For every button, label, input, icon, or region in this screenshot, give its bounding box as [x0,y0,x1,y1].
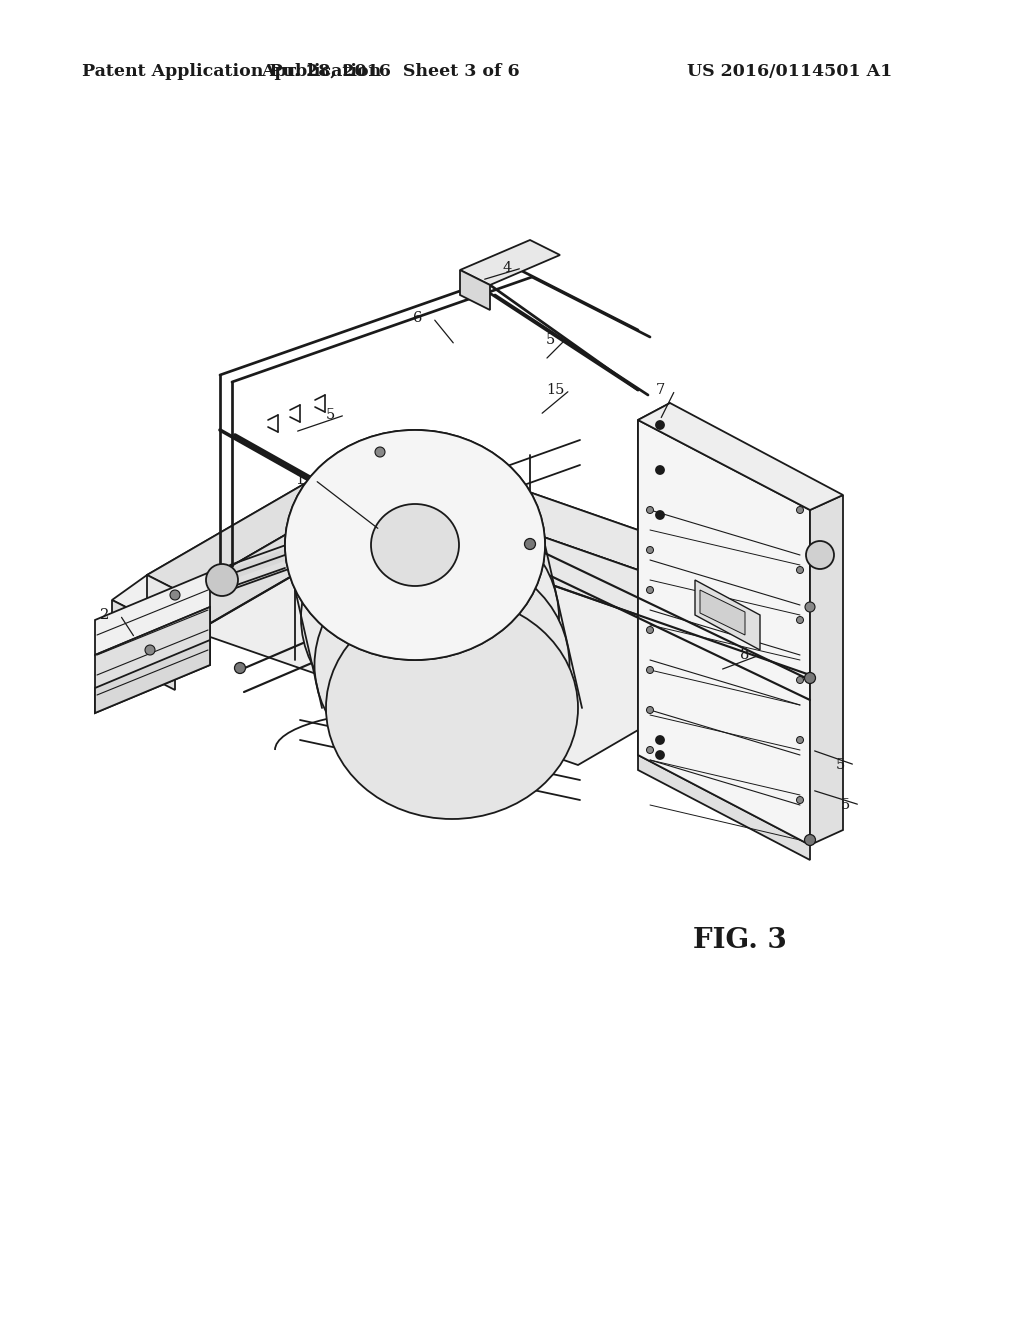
Polygon shape [638,403,843,510]
Text: 2: 2 [100,609,110,622]
Polygon shape [810,495,843,845]
Circle shape [806,541,834,569]
Polygon shape [638,420,810,531]
Polygon shape [95,572,210,655]
Polygon shape [147,440,810,725]
Ellipse shape [301,504,559,733]
Circle shape [375,447,385,457]
Ellipse shape [285,430,545,660]
Text: 8: 8 [740,648,750,663]
Circle shape [170,590,180,601]
Circle shape [206,564,238,597]
Text: Apr. 28, 2016  Sheet 3 of 6: Apr. 28, 2016 Sheet 3 of 6 [261,63,519,81]
Ellipse shape [326,597,578,818]
Polygon shape [638,420,810,845]
Text: 1: 1 [296,473,304,487]
Circle shape [805,602,815,612]
Circle shape [797,676,804,684]
Circle shape [797,507,804,513]
Circle shape [805,834,815,846]
Polygon shape [460,240,560,285]
Polygon shape [460,271,490,310]
Polygon shape [700,590,745,635]
Circle shape [646,706,653,714]
Circle shape [524,539,536,549]
Ellipse shape [314,553,569,777]
Text: 6: 6 [414,312,423,325]
Circle shape [656,511,664,519]
Circle shape [646,586,653,594]
Circle shape [797,796,804,804]
Circle shape [656,737,664,744]
Polygon shape [147,480,810,766]
Polygon shape [95,640,210,713]
Text: US 2016/0114501 A1: US 2016/0114501 A1 [687,63,893,81]
Circle shape [656,466,664,474]
Circle shape [656,751,664,759]
Circle shape [656,421,664,429]
Polygon shape [638,403,670,755]
Text: 7: 7 [655,383,665,397]
Polygon shape [147,440,380,615]
Ellipse shape [371,504,459,586]
Text: 5: 5 [841,799,850,812]
Circle shape [234,663,246,673]
Circle shape [145,645,155,655]
Polygon shape [380,440,810,630]
Text: FIG. 3: FIG. 3 [693,927,786,953]
Polygon shape [147,480,380,660]
Circle shape [797,737,804,743]
Polygon shape [380,480,810,675]
Circle shape [646,667,653,673]
Polygon shape [112,601,175,690]
Polygon shape [95,607,210,713]
Circle shape [797,566,804,573]
Text: 4: 4 [503,261,512,275]
Text: 15: 15 [546,383,564,397]
Polygon shape [147,576,210,665]
Circle shape [805,672,815,684]
Circle shape [646,627,653,634]
Text: Patent Application Publication: Patent Application Publication [82,63,381,81]
Circle shape [646,747,653,754]
Text: 5: 5 [836,758,845,772]
Text: 5: 5 [326,408,335,422]
Circle shape [646,507,653,513]
Polygon shape [695,579,760,649]
Circle shape [646,546,653,553]
Circle shape [797,616,804,623]
Text: 5: 5 [546,333,555,347]
Polygon shape [638,755,810,861]
Polygon shape [112,576,210,632]
Ellipse shape [285,430,545,660]
